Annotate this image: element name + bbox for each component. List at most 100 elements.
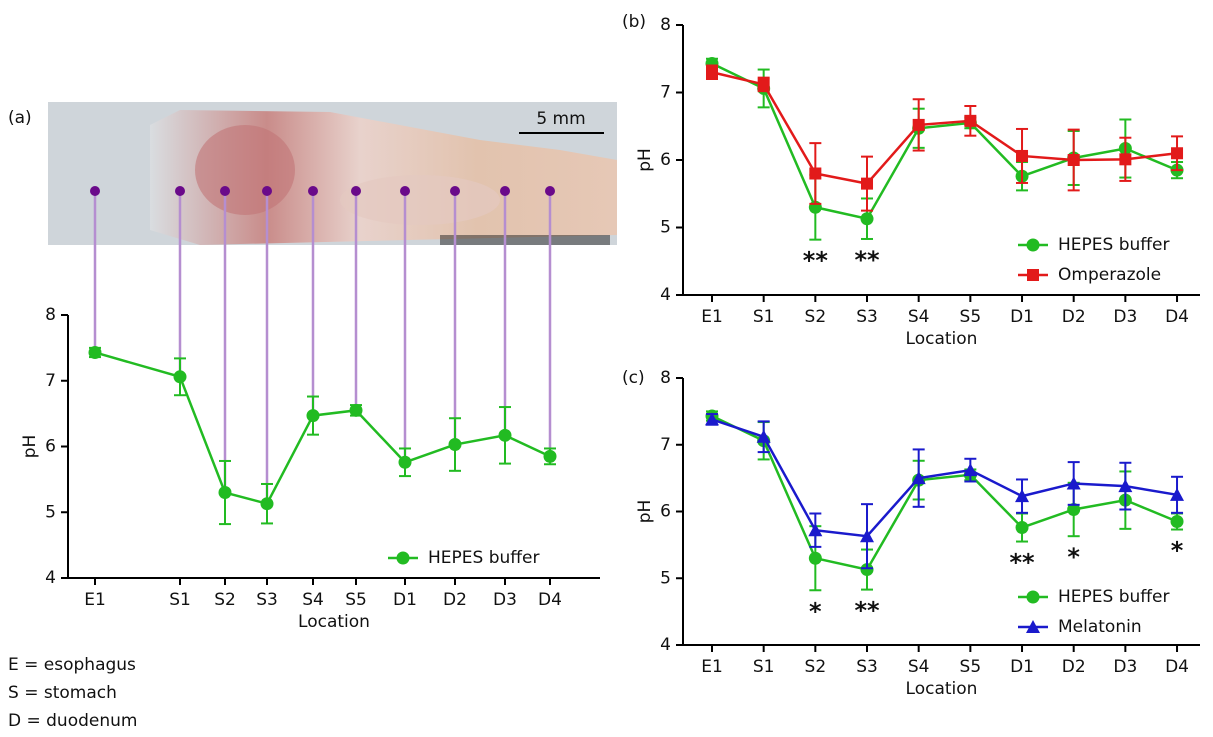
- photo-dot: [262, 186, 272, 196]
- y-tick-label: 8: [660, 368, 671, 388]
- y-tick-label: 6: [45, 437, 56, 457]
- x-tick-label: S5: [960, 307, 982, 327]
- photo-dot: [400, 186, 410, 196]
- marker: [1067, 154, 1080, 166]
- photo-dot: [450, 186, 460, 196]
- x-axis-label: Location: [906, 679, 978, 699]
- x-tick-label: D2: [443, 590, 467, 610]
- y-tick-label: 5: [660, 568, 671, 588]
- marker: [1026, 620, 1040, 633]
- y-tick-label: 5: [45, 502, 56, 522]
- marker: [1015, 489, 1030, 503]
- x-tick-label: S1: [753, 307, 775, 327]
- y-tick-label: 6: [660, 502, 671, 522]
- x-tick-label: S4: [302, 590, 324, 610]
- marker: [1171, 147, 1184, 160]
- legend-label: Melatonin: [1058, 617, 1142, 637]
- marker: [808, 523, 823, 537]
- marker: [808, 551, 822, 565]
- marker: [964, 114, 977, 127]
- legend-label: Omperazole: [1058, 265, 1161, 285]
- panel-label: (b): [622, 12, 646, 32]
- y-tick-label: 4: [660, 285, 671, 305]
- marker: [1170, 515, 1184, 529]
- marker: [860, 529, 875, 543]
- x-tick-label: S1: [753, 657, 775, 677]
- photo-dot: [90, 186, 100, 196]
- marker: [1118, 479, 1133, 493]
- marker: [218, 486, 232, 500]
- x-tick-label: S2: [805, 307, 827, 327]
- marker: [705, 412, 719, 426]
- marker: [1066, 476, 1081, 490]
- y-tick-label: 8: [45, 305, 56, 325]
- x-tick-label: D4: [1165, 657, 1189, 677]
- x-tick-label: S3: [256, 590, 278, 610]
- marker: [706, 66, 718, 79]
- note: E = esophagus: [8, 655, 136, 675]
- significance: *: [1067, 543, 1080, 571]
- marker: [349, 403, 363, 417]
- marker: [173, 370, 187, 384]
- x-tick-label: D3: [493, 590, 517, 610]
- panel-label: (c): [622, 368, 645, 388]
- x-tick-label: D1: [1010, 307, 1034, 327]
- x-tick-label: S2: [805, 657, 827, 677]
- panel-label: (a): [8, 108, 32, 128]
- y-tick-label: 6: [660, 150, 671, 170]
- y-axis-label: pH: [20, 435, 40, 459]
- y-tick-label: 7: [45, 371, 56, 391]
- y-tick-label: 7: [660, 435, 671, 455]
- marker: [757, 78, 770, 91]
- x-tick-label: E1: [701, 657, 723, 677]
- x-tick-label: D2: [1062, 307, 1086, 327]
- marker: [809, 167, 822, 180]
- photo-dot: [351, 186, 361, 196]
- x-tick-label: E1: [84, 590, 106, 610]
- significance: **: [854, 597, 880, 625]
- x-tick-label: S2: [214, 590, 236, 610]
- x-tick-label: S4: [908, 307, 930, 327]
- marker: [448, 438, 462, 452]
- x-tick-label: D1: [1010, 657, 1034, 677]
- x-tick-label: S5: [960, 657, 982, 677]
- x-tick-label: D4: [1165, 307, 1189, 327]
- x-tick-label: S1: [169, 590, 191, 610]
- series-line: [711, 71, 1178, 185]
- x-tick-label: D1: [393, 590, 417, 610]
- marker: [88, 345, 102, 359]
- y-tick-label: 4: [45, 568, 56, 588]
- marker: [1119, 153, 1132, 166]
- significance: **: [1009, 549, 1035, 577]
- marker: [860, 212, 874, 226]
- x-axis-label: Location: [298, 612, 370, 632]
- x-tick-label: D3: [1113, 307, 1137, 327]
- scale-bar-label: 5 mm: [536, 109, 585, 129]
- marker: [498, 428, 512, 442]
- legend-label: HEPES buffer: [1058, 235, 1169, 255]
- marker: [860, 563, 874, 577]
- tissue-region: [195, 125, 295, 215]
- marker: [1027, 269, 1039, 281]
- y-axis-label: pH: [635, 500, 655, 524]
- y-tick-label: 4: [660, 635, 671, 655]
- marker: [912, 118, 925, 131]
- marker: [1026, 238, 1040, 252]
- photo-dot: [175, 186, 185, 196]
- note: S = stomach: [8, 683, 117, 703]
- x-tick-label: D4: [538, 590, 562, 610]
- y-tick-label: 7: [660, 83, 671, 103]
- marker: [911, 471, 926, 485]
- marker: [861, 177, 874, 190]
- photo-dot: [500, 186, 510, 196]
- photo-dot: [220, 186, 230, 196]
- marker: [1026, 590, 1040, 604]
- series-line: [711, 418, 1178, 538]
- tissue-region: [340, 175, 500, 225]
- marker: [396, 551, 410, 565]
- marker: [963, 463, 978, 477]
- photo-dot: [308, 186, 318, 196]
- marker: [756, 429, 771, 443]
